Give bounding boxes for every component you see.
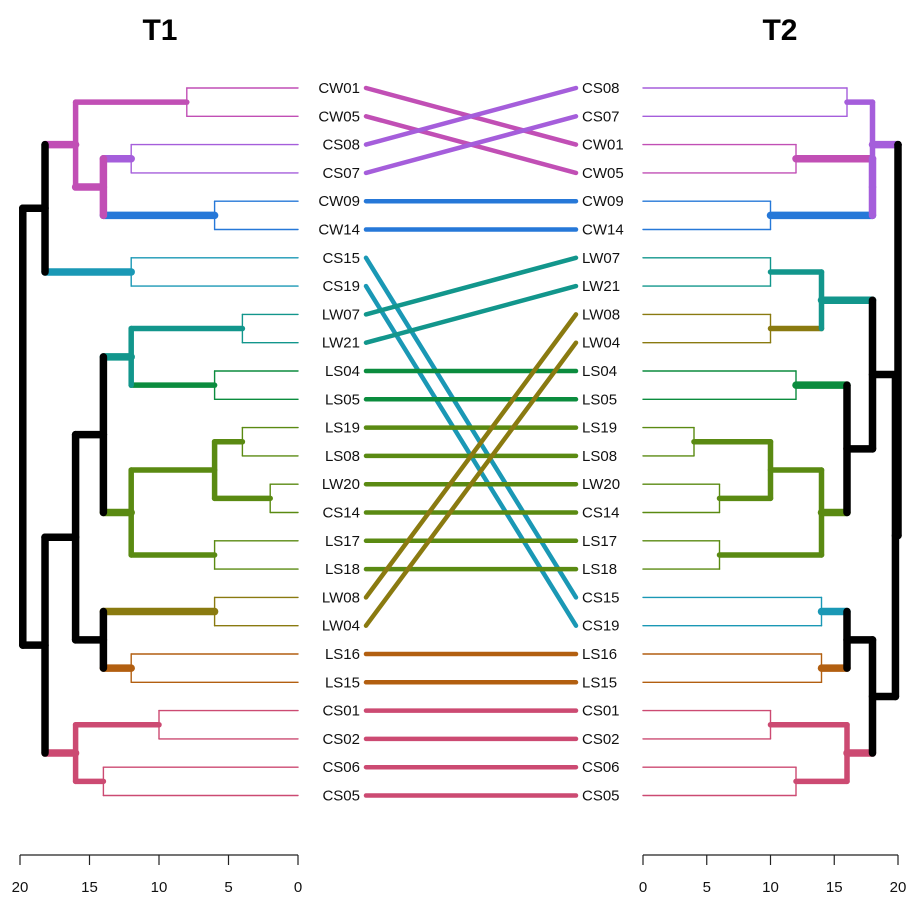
left-leaf-label: LW04 bbox=[322, 618, 360, 635]
right-leaf-label: LW07 bbox=[582, 250, 620, 267]
right-leaf-label: LS18 bbox=[582, 561, 617, 578]
right-leaf-label: LS16 bbox=[582, 646, 617, 663]
left-leaf-label: CS08 bbox=[322, 137, 360, 154]
left-leaf-label: LW07 bbox=[322, 306, 360, 323]
left-leaf-label: CS01 bbox=[322, 703, 360, 720]
left-height-axis: 20 15 10 5 0 bbox=[12, 854, 302, 896]
left-leaf-label: CS15 bbox=[322, 250, 360, 267]
axis-tick-label: 0 bbox=[639, 879, 647, 896]
right-leaf-label: LS17 bbox=[582, 533, 617, 550]
left-leaf-label: LS05 bbox=[325, 391, 360, 408]
right-leaf-label: LW20 bbox=[582, 476, 620, 493]
left-leaf-label: CS02 bbox=[322, 731, 360, 748]
right-leaf-label: CW14 bbox=[582, 222, 624, 239]
axis-tick-label: 5 bbox=[703, 879, 711, 896]
right-leaf-label: CS15 bbox=[582, 589, 620, 606]
right-leaf-label: LS08 bbox=[582, 448, 617, 465]
left-leaf-label: CS06 bbox=[322, 759, 360, 776]
right-leaf-label: LS05 bbox=[582, 391, 617, 408]
right-leaf-label: CS07 bbox=[582, 108, 620, 125]
right-leaf-label: LS04 bbox=[582, 363, 617, 380]
left-leaf-label: CS07 bbox=[322, 165, 360, 182]
left-leaf-label: LS15 bbox=[325, 674, 360, 691]
right-leaf-label: CS05 bbox=[582, 788, 620, 805]
left-leaf-label: CS05 bbox=[322, 788, 360, 805]
right-leaf-label: CW01 bbox=[582, 137, 624, 154]
right-leaf-label: CS06 bbox=[582, 759, 620, 776]
right-leaf-label: LW04 bbox=[582, 335, 620, 352]
right-leaf-label: CW05 bbox=[582, 165, 624, 182]
left-dendrogram bbox=[19, 87, 299, 797]
right-leaf-label: CS14 bbox=[582, 505, 620, 522]
connection-lw07 bbox=[363, 255, 579, 317]
axis-tick-label: 20 bbox=[12, 879, 29, 896]
axis-tick-label: 10 bbox=[151, 879, 168, 896]
left-leaf-label: LS17 bbox=[325, 533, 360, 550]
left-leaf-label: LW21 bbox=[322, 335, 360, 352]
left-leaf-label: LS18 bbox=[325, 561, 360, 578]
connection-lw21 bbox=[363, 283, 579, 345]
right-leaf-label: LS19 bbox=[582, 420, 617, 437]
connection-lw08 bbox=[363, 312, 579, 600]
left-leaf-label: CW14 bbox=[318, 222, 360, 239]
left-leaf-label: CS14 bbox=[322, 505, 360, 522]
axis-tick-label: 15 bbox=[81, 879, 98, 896]
right-leaf-label: LS15 bbox=[582, 674, 617, 691]
connection-cs08 bbox=[363, 85, 579, 147]
left-leaf-label: CW09 bbox=[318, 193, 360, 210]
right-dendrogram bbox=[642, 87, 902, 797]
left-leaf-label: LS08 bbox=[325, 448, 360, 465]
left-leaf-label: CW05 bbox=[318, 108, 360, 125]
left-leaf-label: LS16 bbox=[325, 646, 360, 663]
axis-tick-label: 15 bbox=[826, 879, 843, 896]
left-tree-title: T1 bbox=[142, 14, 177, 47]
left-leaf-label: CS19 bbox=[322, 278, 360, 295]
axis-tick-label: 20 bbox=[890, 879, 907, 896]
axis-tick-label: 0 bbox=[294, 879, 302, 896]
axis-tick-label: 10 bbox=[762, 879, 779, 896]
right-leaf-labels: CS08 CS07 CW01 CW05 CW09 CW14 LW07 LW21 LW08 LW04… bbox=[582, 80, 624, 805]
connection-lines bbox=[363, 85, 579, 798]
left-leaf-labels: CW01 CW05 CS08 CS07 CW09 CW14 CS15 CS19 LW07 LW21… bbox=[318, 80, 360, 805]
axis-tick-label: 5 bbox=[224, 879, 232, 896]
right-leaf-label: CS02 bbox=[582, 731, 620, 748]
right-height-axis: 0 5 10 15 20 bbox=[639, 854, 907, 896]
right-leaf-label: LW08 bbox=[582, 306, 620, 323]
left-leaf-label: LW08 bbox=[322, 589, 360, 606]
right-leaf-label: CS19 bbox=[582, 618, 620, 635]
right-leaf-label: CS01 bbox=[582, 703, 620, 720]
right-leaf-label: CW09 bbox=[582, 193, 624, 210]
right-tree-title: T2 bbox=[762, 14, 797, 47]
left-leaf-label: CW01 bbox=[318, 80, 360, 97]
right-leaf-label: CS08 bbox=[582, 80, 620, 97]
right-leaf-label: LW21 bbox=[582, 278, 620, 295]
connection-lw04 bbox=[363, 340, 579, 628]
connection-cs07 bbox=[363, 114, 579, 176]
left-leaf-label: LW20 bbox=[322, 476, 360, 493]
left-leaf-label: LS19 bbox=[325, 420, 360, 437]
left-leaf-label: LS04 bbox=[325, 363, 360, 380]
